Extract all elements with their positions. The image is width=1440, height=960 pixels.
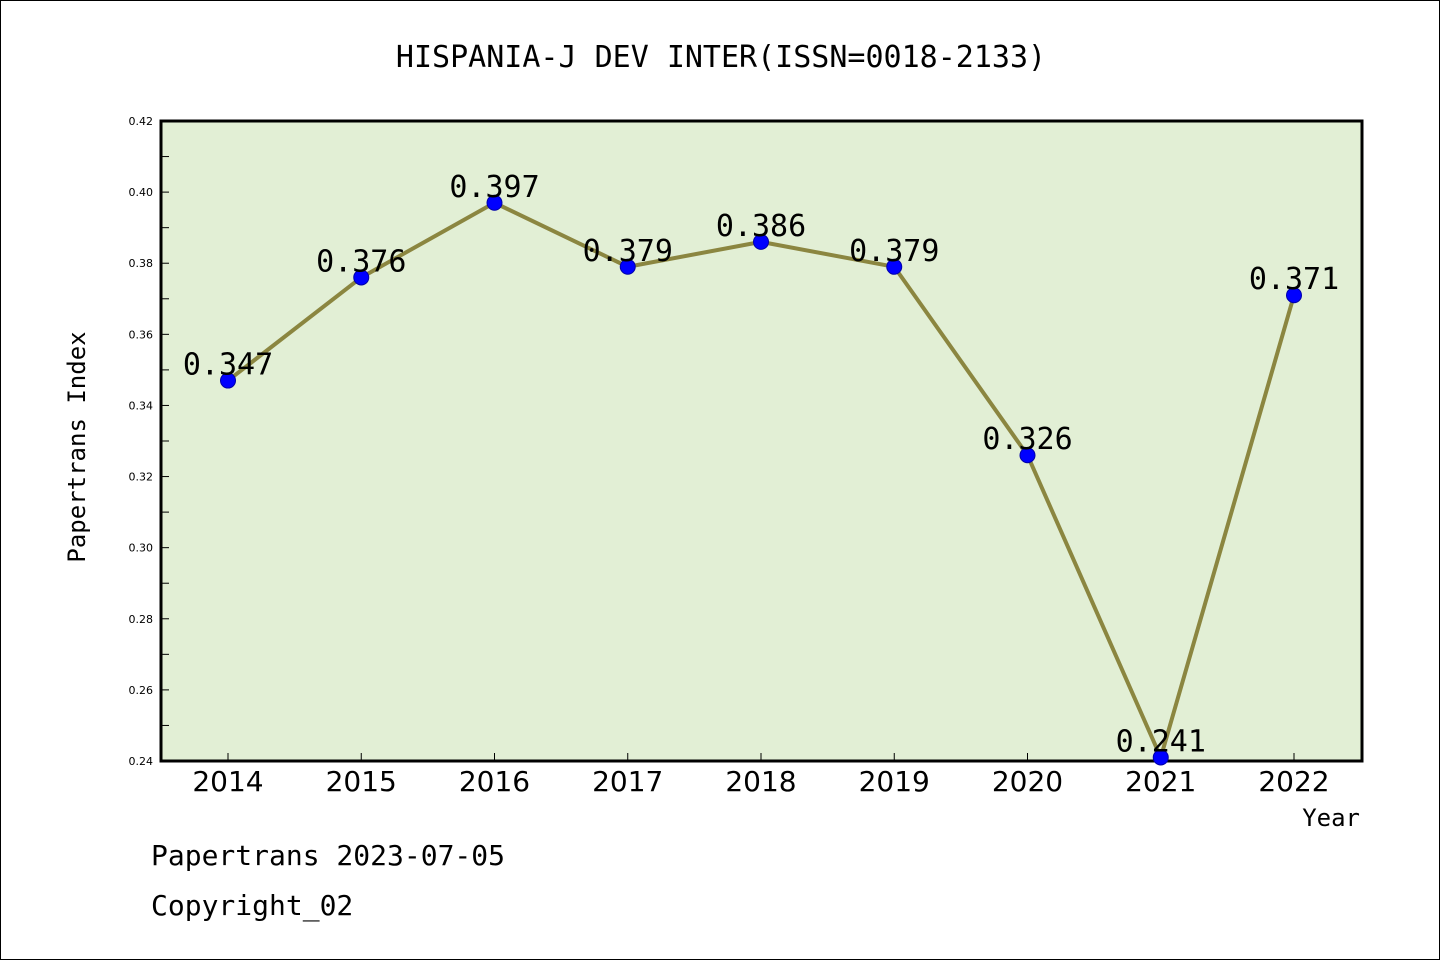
plot-area	[159, 119, 1364, 763]
data-label: 0.371	[1249, 262, 1339, 297]
x-axis-ticks: 2014 2015 2016 2017 2018 2019 2020 2021 2022	[192, 753, 1330, 798]
data-label: 0.386	[716, 209, 806, 244]
x-tick-label: 2018	[725, 765, 796, 798]
y-tick-label: 0.38	[129, 257, 154, 270]
y-tick-label: 0.30	[129, 542, 154, 555]
data-point	[886, 258, 903, 275]
y-tick-label: 0.40	[129, 186, 154, 199]
data-point	[220, 372, 236, 389]
data-label: 0.241	[1116, 724, 1206, 759]
data-point	[753, 233, 769, 250]
x-tick-label: 2022	[1258, 765, 1329, 798]
data-point	[1019, 447, 1036, 464]
data-label: 0.397	[449, 170, 539, 205]
footer-date-text: Papertrans 2023-07-05	[151, 839, 505, 872]
data-point	[619, 258, 636, 275]
x-axis-label: Year	[1302, 804, 1360, 832]
data-point	[486, 194, 503, 211]
y-tick-label: 0.32	[129, 471, 154, 484]
y-tick-label: 0.42	[129, 115, 154, 128]
data-label: 0.376	[316, 244, 406, 279]
data-label: 0.347	[183, 348, 273, 383]
x-tick-label: 2014	[192, 765, 263, 798]
x-tick-label: 2021	[1125, 765, 1196, 798]
y-tick-label: 0.26	[129, 684, 154, 697]
y-tick-label: 0.28	[129, 613, 154, 626]
y-tick-label: 0.34	[129, 399, 154, 412]
data-labels-group: 0.347 0.376 0.397 0.379 0.386 0.379 0.326 0.241…	[183, 170, 1339, 760]
data-label: 0.379	[583, 234, 673, 269]
data-point	[1286, 287, 1302, 304]
x-tick-label: 2020	[992, 765, 1063, 798]
data-label: 0.379	[849, 234, 939, 269]
data-label: 0.326	[982, 422, 1072, 457]
footer-copyright-text: Copyright_02	[151, 889, 353, 923]
series-line-group	[220, 194, 1302, 766]
data-point	[1152, 749, 1169, 766]
x-tick-label: 2017	[592, 765, 663, 798]
x-tick-label: 2015	[326, 765, 397, 798]
x-tick-label: 2019	[859, 765, 930, 798]
chart-title: HISPANIA-J DEV INTER(ISSN=0018-2133)	[396, 40, 1046, 75]
y-tick-label: 0.36	[129, 328, 154, 341]
y-axis-label: Papertrans Index	[63, 331, 91, 562]
data-point	[353, 269, 370, 286]
y-tick-label: 0.24	[129, 755, 154, 768]
x-tick-label: 2016	[459, 765, 530, 798]
y-axis-ticks: 0.24 0.26 0.28 0.30 0.32 0.34 0.36 0.38 0.40 0.42	[129, 115, 169, 768]
